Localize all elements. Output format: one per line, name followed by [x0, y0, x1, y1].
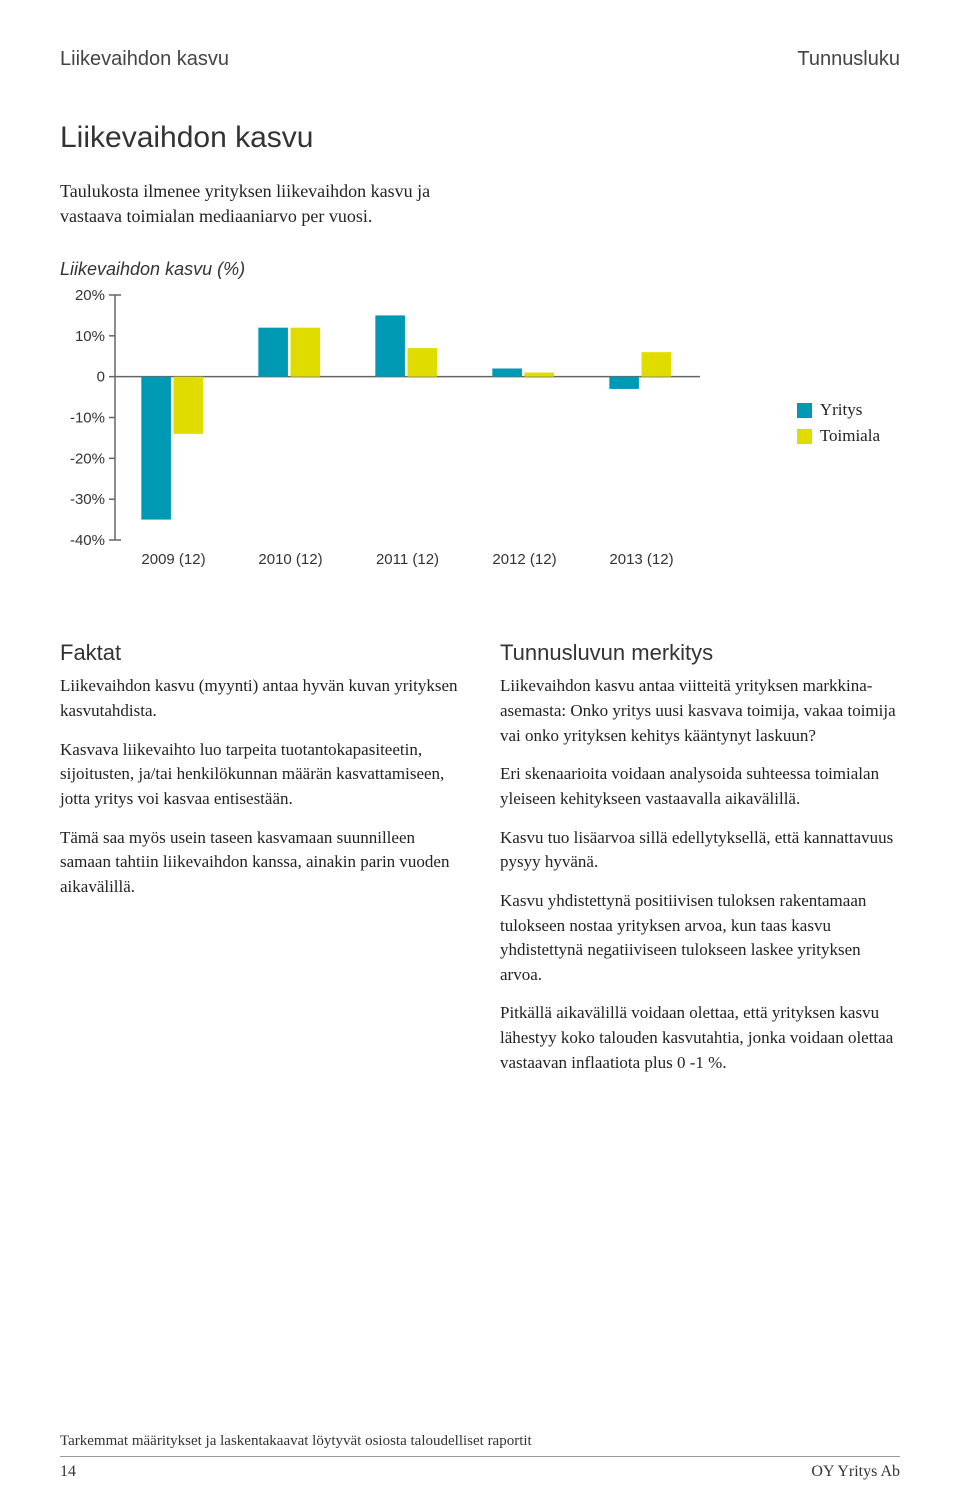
section-title: Liikevaihdon kasvu	[60, 121, 900, 155]
page-footer: Tarkemmat määritykset ja laskentakaavat …	[60, 1433, 900, 1481]
svg-text:2009 (12): 2009 (12)	[141, 551, 205, 568]
page-number: 14	[60, 1463, 76, 1481]
faktat-p3: Tämä saa myös usein taseen kasvamaan suu…	[60, 826, 460, 900]
faktat-p2: Kasvava liikevaihto luo tarpeita tuotant…	[60, 738, 460, 812]
svg-text:-20%: -20%	[70, 451, 105, 468]
chart-title: Liikevaihdon kasvu (%)	[60, 259, 900, 280]
svg-text:-30%: -30%	[70, 492, 105, 509]
merkitys-heading: Tunnusluvun merkitys	[500, 640, 900, 666]
svg-text:2010 (12): 2010 (12)	[258, 551, 322, 568]
svg-text:10%: 10%	[75, 328, 105, 345]
legend-item-yritys: Yritys	[797, 400, 880, 420]
chart-legend: Yritys Toimiala	[797, 400, 880, 452]
footer-row: 14 OY Yritys Ab	[60, 1463, 900, 1481]
merkitys-p4: Kasvu yhdistettynä positiivisen tuloksen…	[500, 889, 900, 988]
legend-label-yritys: Yritys	[820, 400, 863, 420]
legend-swatch-yritys	[797, 403, 812, 418]
legend-item-toimiala: Toimiala	[797, 426, 880, 446]
chart-svg: -40% -30% -20% -10% 0 10% 20% 2009 (12) 2010 (12…	[60, 290, 820, 570]
svg-text:20%: 20%	[75, 290, 105, 304]
col-faktat: Faktat Liikevaihdon kasvu (myynti) antaa…	[60, 640, 460, 1089]
faktat-p1: Liikevaihdon kasvu (myynti) antaa hyvän …	[60, 674, 460, 723]
header-left: Liikevaihdon kasvu	[60, 48, 229, 71]
merkitys-p1: Liikevaihdon kasvu antaa viitteitä yrity…	[500, 674, 900, 748]
merkitys-p3: Kasvu tuo lisäarvoa sillä edellytyksellä…	[500, 826, 900, 875]
svg-text:-10%: -10%	[70, 410, 105, 427]
col-merkitys: Tunnusluvun merkitys Liikevaihdon kasvu …	[500, 640, 900, 1089]
header-right: Tunnusluku	[797, 48, 900, 71]
footer-note: Tarkemmat määritykset ja laskentakaavat …	[60, 1433, 900, 1457]
svg-text:2012 (12): 2012 (12)	[492, 551, 556, 568]
intro-text: Taulukosta ilmenee yrityksen liikevaihdo…	[60, 179, 480, 229]
svg-text:-40%: -40%	[70, 532, 105, 549]
merkitys-p2: Eri skenaarioita voidaan analysoida suht…	[500, 762, 900, 811]
company-name: OY Yritys Ab	[811, 1463, 900, 1481]
merkitys-p5: Pitkällä aikavälillä voidaan olettaa, et…	[500, 1001, 900, 1075]
faktat-heading: Faktat	[60, 640, 460, 666]
page-header: Liikevaihdon kasvu Tunnusluku	[60, 48, 900, 71]
bar-chart: -40% -30% -20% -10% 0 10% 20% 2009 (12) 2010 (12…	[60, 290, 820, 570]
svg-text:0: 0	[97, 369, 105, 386]
legend-label-toimiala: Toimiala	[820, 426, 880, 446]
body-columns: Faktat Liikevaihdon kasvu (myynti) antaa…	[60, 640, 900, 1089]
svg-text:2011 (12): 2011 (12)	[376, 551, 439, 568]
svg-text:2013 (12): 2013 (12)	[609, 551, 673, 568]
legend-swatch-toimiala	[797, 429, 812, 444]
